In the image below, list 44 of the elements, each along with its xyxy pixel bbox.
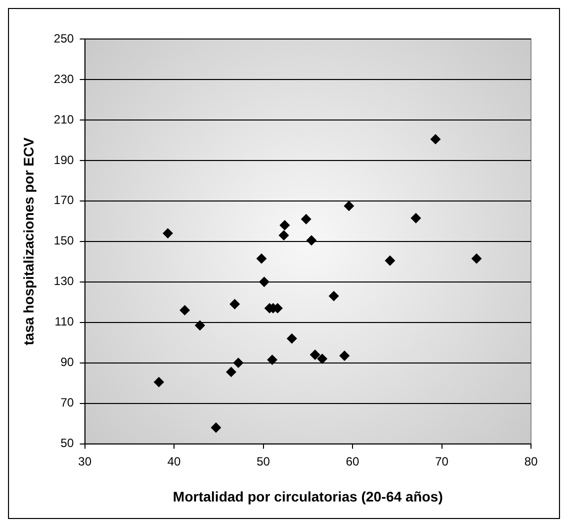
point bbox=[226, 366, 236, 377]
x-tick-label: 40 bbox=[167, 454, 182, 468]
point bbox=[154, 377, 164, 388]
x-tick-label: 70 bbox=[435, 454, 449, 468]
point bbox=[430, 134, 441, 144]
x-tick-label: 30 bbox=[78, 454, 92, 468]
y-tick-label: 250 bbox=[54, 31, 74, 46]
point bbox=[306, 235, 316, 246]
point bbox=[344, 200, 354, 211]
point bbox=[328, 291, 339, 302]
point bbox=[211, 422, 221, 433]
point bbox=[278, 230, 289, 240]
x-axis-title: Mortalidad por circulatorias (20-64 años) bbox=[172, 488, 443, 504]
point bbox=[410, 213, 421, 224]
y-tick-label: 150 bbox=[54, 234, 74, 248]
y-tick-label: 210 bbox=[54, 112, 74, 126]
point bbox=[256, 254, 267, 264]
y-axis-title: tasa hospitalizaciones por ECV bbox=[20, 136, 36, 346]
x-tick-label: 80 bbox=[524, 454, 538, 468]
y-tick-label: 170 bbox=[54, 193, 74, 208]
y-tick-label: 130 bbox=[54, 274, 74, 288]
point bbox=[259, 276, 270, 287]
point bbox=[233, 358, 244, 368]
point bbox=[162, 228, 173, 238]
point bbox=[194, 320, 205, 330]
point bbox=[310, 350, 320, 360]
point bbox=[230, 299, 240, 310]
point bbox=[180, 305, 190, 316]
point bbox=[317, 354, 328, 364]
y-tick-label: 70 bbox=[60, 396, 74, 410]
y-tick-label: 190 bbox=[54, 152, 74, 167]
point bbox=[472, 254, 482, 264]
point bbox=[267, 354, 278, 365]
point bbox=[280, 220, 290, 230]
point bbox=[301, 214, 312, 224]
point bbox=[385, 256, 396, 266]
x-tick-label: 60 bbox=[346, 454, 360, 468]
x-tick-label: 50 bbox=[256, 454, 270, 468]
point bbox=[286, 334, 297, 344]
y-tick-label: 110 bbox=[54, 314, 74, 329]
point bbox=[340, 350, 350, 361]
y-tick-label: 90 bbox=[60, 355, 74, 370]
y-tick-label: 50 bbox=[60, 436, 74, 450]
y-tick-label: 230 bbox=[54, 72, 74, 86]
